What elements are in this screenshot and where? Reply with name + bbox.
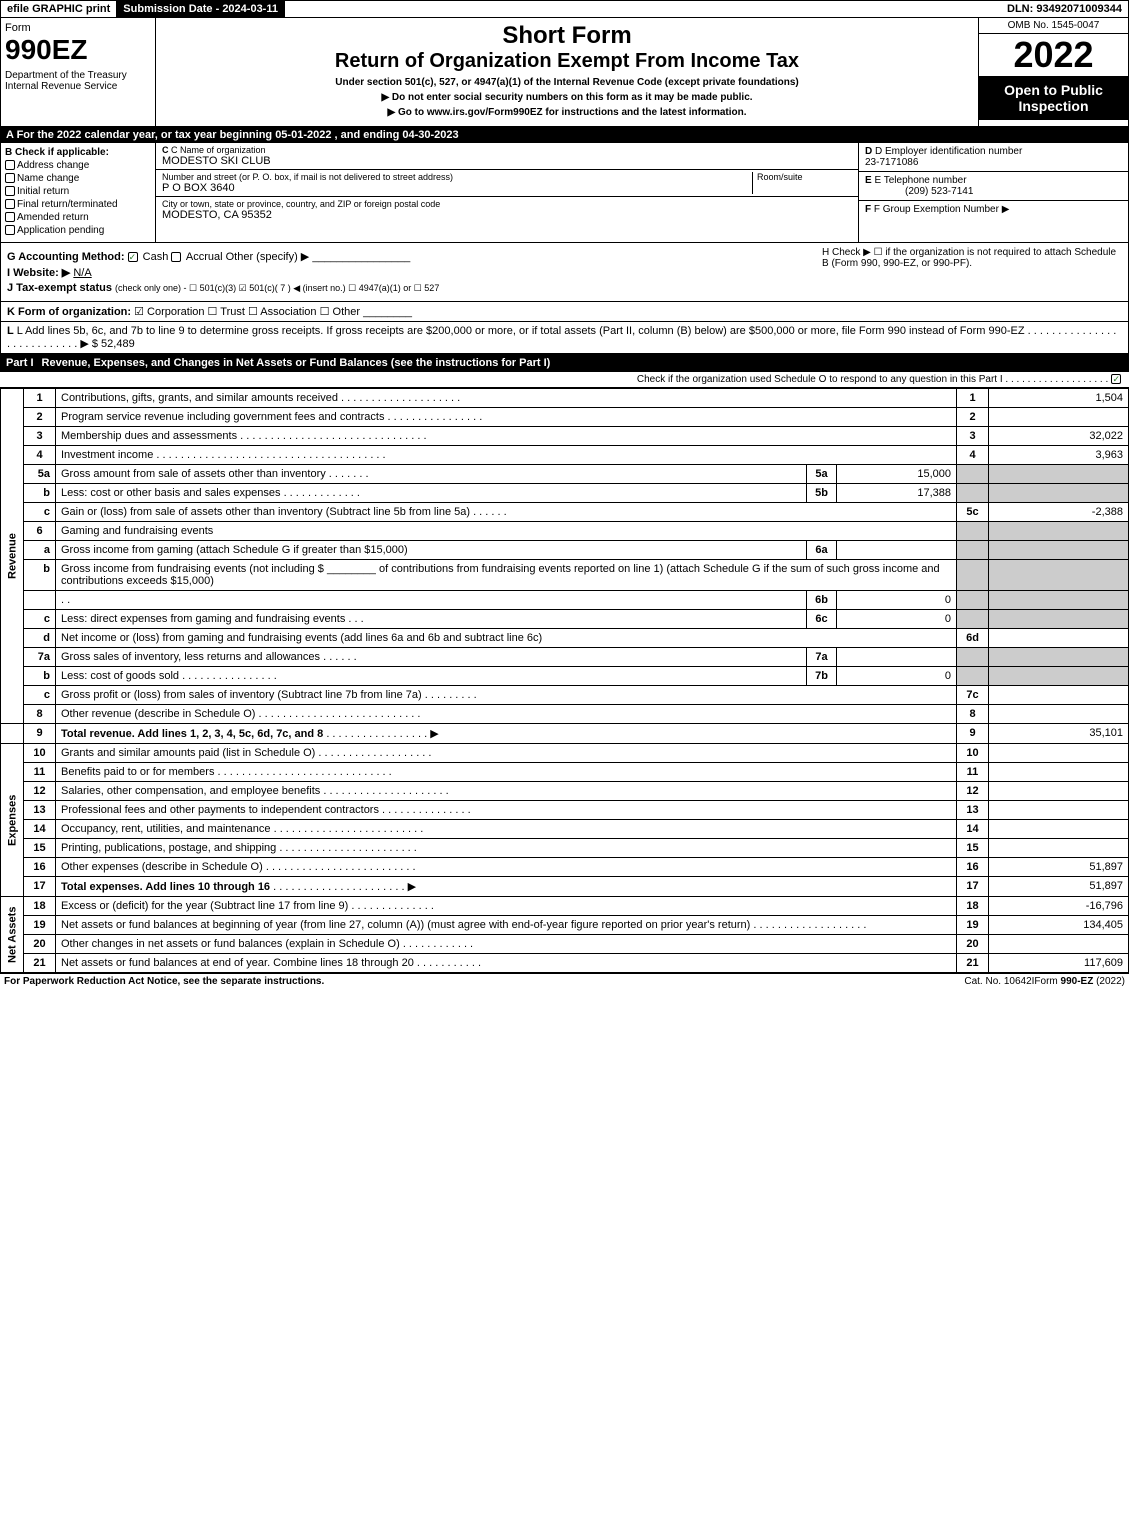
schedule-o-check: Check if the organization used Schedule … — [0, 372, 1129, 388]
section-l: L L Add lines 5b, 6c, and 7b to line 9 t… — [0, 322, 1129, 354]
gross-receipts: ▶ $ 52,489 — [80, 338, 134, 350]
short-form-title: Short Form — [160, 22, 974, 50]
j-label: J Tax-exempt status — [7, 282, 112, 294]
line17-val: 51,897 — [989, 877, 1129, 897]
website: N/A — [73, 267, 91, 279]
submission-date: Submission Date - 2024-03-11 — [117, 1, 285, 17]
e-label: E Telephone number — [874, 175, 966, 186]
line19-val: 134,405 — [989, 916, 1129, 935]
goto-link[interactable]: ▶ Go to www.irs.gov/Form990EZ for instru… — [160, 107, 974, 118]
form-label: Form — [5, 22, 151, 34]
h-text: H Check ▶ ☐ if the organization is not r… — [822, 247, 1122, 269]
checkbox-initial-return[interactable] — [5, 186, 15, 196]
line4-val: 3,963 — [989, 446, 1129, 465]
checkbox-name-change[interactable] — [5, 173, 15, 183]
ein: 23-7171086 — [865, 157, 918, 168]
footer-left: For Paperwork Reduction Act Notice, see … — [4, 976, 964, 987]
checkbox-amended[interactable] — [5, 212, 15, 222]
under-section: Under section 501(c), 527, or 4947(a)(1)… — [160, 77, 974, 88]
revenue-label: Revenue — [1, 389, 24, 724]
no-ssn-note: ▶ Do not enter social security numbers o… — [160, 92, 974, 103]
org-name: MODESTO SKI CLUB — [162, 155, 852, 167]
section-b-title: B Check if applicable: — [5, 147, 151, 158]
line7b-val: 0 — [837, 667, 957, 686]
i-label: I Website: ▶ — [7, 267, 70, 279]
tax-year: 2022 — [979, 34, 1128, 76]
line6c-val: 0 — [837, 610, 957, 629]
line16-val: 51,897 — [989, 858, 1129, 877]
form-header: Form 990EZ Department of the Treasury In… — [0, 18, 1129, 127]
line6b-val: 0 — [837, 591, 957, 610]
checkbox-accrual[interactable] — [171, 252, 181, 262]
dln: DLN: 93492071009344 — [1001, 1, 1128, 17]
top-bar: efile GRAPHIC print Submission Date - 20… — [0, 0, 1129, 18]
room-label: Room/suite — [757, 172, 852, 182]
omb-number: OMB No. 1545-0047 — [979, 18, 1128, 34]
section-k: K Form of organization: ☑ Corporation ☐ … — [0, 302, 1129, 322]
return-title: Return of Organization Exempt From Incom… — [160, 50, 974, 73]
checkbox-final-return[interactable] — [5, 199, 15, 209]
checkbox-cash[interactable] — [128, 252, 138, 262]
efile-label[interactable]: efile GRAPHIC print — [1, 1, 117, 17]
dept-label: Department of the Treasury Internal Reve… — [5, 70, 151, 92]
line21-val: 117,609 — [989, 954, 1129, 973]
c-label: C Name of organization — [171, 145, 266, 155]
city-label: City or town, state or province, country… — [162, 199, 852, 209]
form-number: 990EZ — [5, 34, 151, 66]
info-block: B Check if applicable: Address change Na… — [0, 143, 1129, 243]
org-city: MODESTO, CA 95352 — [162, 209, 852, 221]
open-public: Open to Public Inspection — [979, 76, 1128, 120]
d-label: D Employer identification number — [875, 146, 1022, 157]
line5a-val: 15,000 — [837, 465, 957, 484]
section-a: A For the 2022 calendar year, or tax yea… — [0, 127, 1129, 143]
line18-val: -16,796 — [989, 897, 1129, 916]
line3-val: 32,022 — [989, 427, 1129, 446]
part1-table: Revenue 1Contributions, gifts, grants, a… — [0, 388, 1129, 973]
line5c-val: -2,388 — [989, 503, 1129, 522]
line1-val: 1,504 — [989, 389, 1129, 408]
checkbox-schedule-o[interactable] — [1111, 374, 1121, 384]
g-label: G Accounting Method: — [7, 251, 125, 263]
net-assets-label: Net Assets — [1, 897, 24, 973]
footer: For Paperwork Reduction Act Notice, see … — [0, 973, 1129, 989]
footer-right: Form 990-EZ (2022) — [1034, 976, 1125, 987]
org-address: P O BOX 3640 — [162, 182, 752, 194]
part1-header: Part I Revenue, Expenses, and Changes in… — [0, 354, 1129, 372]
telephone: (209) 523-7141 — [905, 186, 973, 197]
f-label: F Group Exemption Number ▶ — [874, 204, 1010, 215]
footer-mid: Cat. No. 10642I — [964, 976, 1034, 987]
checkbox-pending[interactable] — [5, 225, 15, 235]
expenses-label: Expenses — [1, 744, 24, 897]
checkbox-address-change[interactable] — [5, 160, 15, 170]
line5b-val: 17,388 — [837, 484, 957, 503]
line9-val: 35,101 — [989, 724, 1129, 744]
addr-label: Number and street (or P. O. box, if mail… — [162, 172, 752, 182]
